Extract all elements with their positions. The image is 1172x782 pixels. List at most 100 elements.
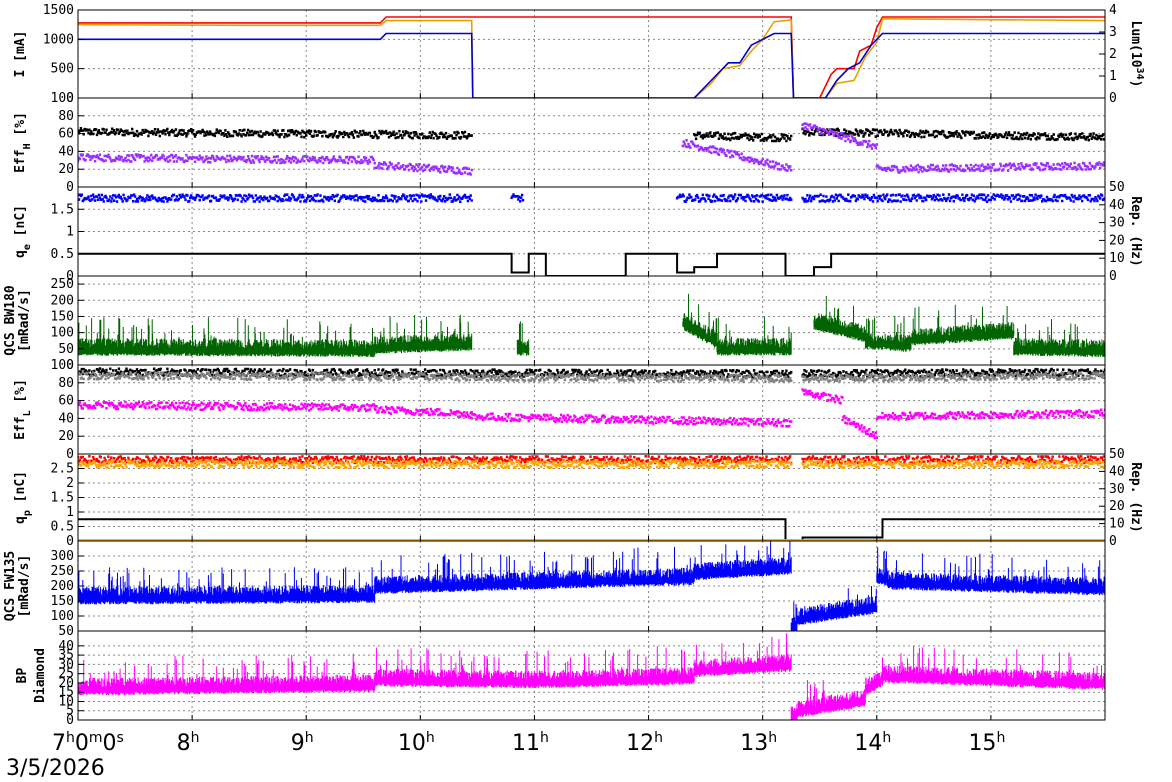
y-tick-label: 30	[58, 657, 74, 672]
y-tick-label: 500	[51, 62, 74, 77]
series-current-2	[78, 32, 1105, 98]
y-axis-label: BP	[15, 668, 30, 684]
series-qe-1	[78, 252, 1105, 276]
y2-tick-label: 4	[1109, 3, 1117, 18]
series-marks	[681, 139, 793, 172]
y-tick-label: 50	[58, 342, 74, 357]
y-tick-label: 40	[58, 144, 74, 159]
y-tick-label: 2.5	[51, 462, 74, 477]
y-tick-label: 50	[58, 624, 74, 639]
y-tick-label: 200	[51, 293, 74, 308]
y-axis-label: I [mA]	[13, 31, 28, 78]
x-tick-label: 7h0m0s	[52, 730, 124, 756]
y2-tick-label: 30	[1109, 216, 1125, 231]
panel-frame	[77, 453, 1106, 542]
series-effl-1	[78, 370, 1105, 383]
plot-area	[78, 293, 1105, 358]
x-tick-label: 10h	[398, 730, 435, 756]
x-tick-label: 9h	[291, 730, 314, 756]
y-axis-label-unit: [mRad/s]	[17, 555, 32, 618]
plot-area	[78, 455, 1105, 541]
y-tick-label: 200	[51, 579, 74, 594]
y-tick-label: 25	[58, 667, 74, 682]
y-tick-label: 150	[51, 309, 74, 324]
y-tick-label: 100	[51, 91, 74, 106]
y-tick-label: 60	[58, 127, 74, 142]
y-tick-label: 0.5	[51, 520, 74, 535]
series-marks	[790, 601, 798, 631]
series-marks	[374, 314, 473, 354]
series-marks	[801, 388, 844, 405]
y-tick-label: 100	[51, 326, 74, 341]
series-marks	[78, 400, 376, 413]
y-tick-label: 10	[58, 694, 74, 709]
y-tick-label: 0	[66, 91, 74, 106]
series-marks	[374, 552, 535, 594]
y-tick-label: 20	[58, 162, 74, 177]
y-tick-label: 150	[51, 594, 74, 609]
y-tick-label: 1.5	[51, 202, 74, 217]
y-tick-label: 1000	[43, 32, 74, 47]
series-current-1	[78, 17, 1105, 98]
x-tick-label: 12h	[626, 730, 663, 756]
y-tick-label: 40	[58, 411, 74, 426]
y2-tick-label: 50	[1109, 180, 1125, 195]
y2-tick-label: 3	[1109, 25, 1117, 40]
y-tick-label: 80	[58, 109, 74, 124]
series-marks	[796, 680, 866, 718]
x-tick-label: 11h	[512, 730, 549, 756]
series-current-0	[78, 16, 1105, 98]
series-marks	[510, 193, 525, 203]
y-tick-label: 80	[58, 376, 74, 391]
x-tick-label: 13h	[740, 730, 777, 756]
series-marks	[78, 370, 793, 383]
series-marks	[875, 408, 1105, 421]
y-tick-label: 100	[51, 609, 74, 624]
y-tick-label: 0	[66, 713, 74, 728]
series-marks	[533, 546, 695, 590]
rep-rate-line	[78, 518, 1105, 541]
series-marks	[693, 633, 792, 677]
series-marks	[78, 153, 376, 165]
plot-area	[78, 122, 1105, 176]
y-tick-label: 60	[58, 394, 74, 409]
y2-axis-label: Lum(1034)	[1128, 21, 1146, 88]
y2-tick-label: 10	[1109, 517, 1125, 532]
series-marks	[801, 193, 1105, 203]
series-marks	[693, 131, 793, 143]
series-marks	[864, 315, 912, 352]
y2-tick-label: 1	[1109, 69, 1117, 84]
series-marks	[864, 657, 883, 696]
y2-tick-label: 40	[1109, 464, 1125, 479]
series-marks	[533, 646, 695, 689]
series-line	[78, 32, 1105, 98]
series-marks	[796, 586, 878, 626]
y-tick-label: 0	[66, 447, 74, 462]
x-axis-labels: 7h0m0s 8h 9h 10h 11h 12h 13h 14h 15h	[52, 730, 1005, 756]
y-tick-label: 1.5	[51, 491, 74, 506]
y-tick-label: 1	[66, 225, 74, 240]
series-effh-1	[78, 122, 1105, 176]
y2-tick-label: 50	[1109, 447, 1125, 462]
y-tick-label: 20	[58, 429, 74, 444]
series-bp_diamond-0	[78, 633, 1105, 720]
series-marks	[78, 653, 376, 696]
y-axis-label: QCS FW135	[3, 551, 18, 621]
y2-tick-label: 10	[1109, 251, 1125, 266]
plot-area	[78, 193, 1105, 276]
y-tick-label: 300	[51, 549, 74, 564]
series-marks	[78, 459, 793, 469]
panel-frame	[77, 97, 1106, 188]
y2-tick-label: 0	[1109, 269, 1117, 284]
y-axis-label-2: Diamond	[33, 648, 48, 703]
series-qe-0	[78, 193, 1105, 203]
y2-tick-label: 2	[1109, 47, 1117, 62]
y-tick-label: 0	[66, 358, 74, 373]
plot-area	[78, 367, 1105, 440]
y-tick-label: 100	[51, 358, 74, 373]
series-marks	[373, 161, 473, 176]
y-tick-label: 2	[66, 476, 74, 491]
